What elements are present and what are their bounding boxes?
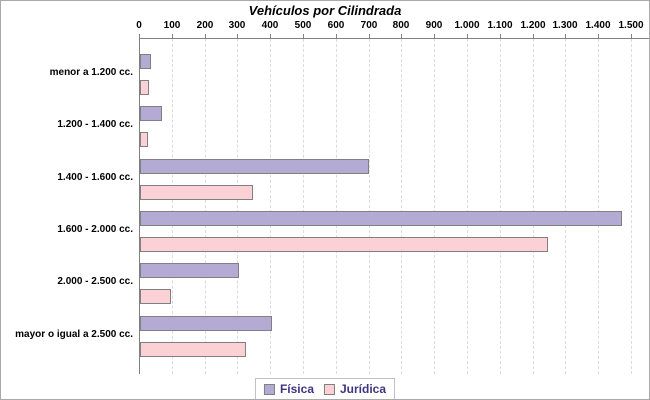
legend: Física Jurídica — [254, 378, 396, 399]
gridline — [467, 39, 468, 374]
x-tick-label: 1.400 — [585, 20, 611, 31]
x-tick-mark — [434, 34, 435, 38]
x-tick-label: 400 — [261, 20, 279, 31]
gridline — [205, 39, 206, 374]
category-label: 2.000 - 2.500 cc. — [57, 276, 133, 287]
category-label: 1.200 - 1.400 cc. — [57, 119, 133, 130]
x-tick-label: 100 — [163, 20, 181, 31]
gridline — [434, 39, 435, 374]
legend-item-juridica[interactable]: Jurídica — [324, 382, 386, 396]
bar-fisica[interactable] — [140, 106, 162, 121]
bar-juridica[interactable] — [140, 132, 148, 147]
bar-juridica[interactable] — [140, 80, 149, 95]
gridline — [533, 39, 534, 374]
x-tick-label: 1.300 — [552, 20, 578, 31]
bar-fisica[interactable] — [140, 316, 272, 331]
category-label: menor a 1.200 cc. — [49, 67, 133, 78]
legend-label: Jurídica — [340, 382, 387, 396]
x-tick-label: 1.100 — [487, 20, 513, 31]
x-tick-label: 300 — [228, 20, 246, 31]
gridline — [270, 39, 271, 374]
x-tick-mark — [533, 34, 534, 38]
gridline — [500, 39, 501, 374]
x-tick-mark — [369, 34, 370, 38]
gridline — [401, 39, 402, 374]
category-label: 1.600 - 2.000 cc. — [57, 224, 133, 235]
x-tick-mark — [401, 34, 402, 38]
x-tick-label: 500 — [294, 20, 312, 31]
x-tick-label: 800 — [392, 20, 410, 31]
gridline — [631, 39, 632, 374]
chart-title: Vehículos por Cilindrada — [248, 3, 402, 18]
gridline — [303, 39, 304, 374]
x-tick-mark — [172, 34, 173, 38]
x-tick-mark — [270, 34, 271, 38]
bar-juridica[interactable] — [140, 237, 548, 252]
x-tick-label: 900 — [425, 20, 443, 31]
legend-item-fisica[interactable]: Física — [263, 382, 314, 396]
legend-swatch-icon — [263, 383, 275, 395]
bar-fisica[interactable] — [140, 263, 239, 278]
x-tick-mark — [139, 34, 140, 38]
x-tick-mark — [237, 34, 238, 38]
x-axis-line — [139, 38, 649, 39]
x-tick-mark — [598, 34, 599, 38]
x-tick-mark — [631, 34, 632, 38]
x-tick-label: 1.500 — [618, 20, 644, 31]
x-tick-label: 200 — [196, 20, 214, 31]
x-tick-label: 0 — [136, 20, 142, 31]
gridline — [369, 39, 370, 374]
x-tick-label: 1.000 — [454, 20, 480, 31]
x-tick-mark — [336, 34, 337, 38]
category-label: 1.400 - 1.600 cc. — [57, 172, 133, 183]
gridline — [336, 39, 337, 374]
gridline — [598, 39, 599, 374]
x-tick-label: 700 — [360, 20, 378, 31]
bar-juridica[interactable] — [140, 342, 246, 357]
bar-juridica[interactable] — [140, 185, 253, 200]
x-tick-mark — [205, 34, 206, 38]
bar-fisica[interactable] — [140, 211, 622, 226]
bar-fisica[interactable] — [140, 54, 151, 69]
gridline — [172, 39, 173, 374]
bar-fisica[interactable] — [140, 159, 369, 174]
bar-juridica[interactable] — [140, 289, 171, 304]
category-label: mayor o igual a 2.500 cc. — [15, 329, 133, 340]
y-axis-line — [139, 38, 140, 374]
gridline — [237, 39, 238, 374]
x-tick-mark — [565, 34, 566, 38]
x-tick-mark — [467, 34, 468, 38]
gridline — [565, 39, 566, 374]
legend-label: Física — [279, 382, 314, 396]
x-tick-mark — [500, 34, 501, 38]
x-tick-label: 1.200 — [520, 20, 546, 31]
x-tick-label: 600 — [327, 20, 345, 31]
legend-swatch-icon — [324, 383, 335, 395]
x-tick-mark — [303, 34, 304, 38]
